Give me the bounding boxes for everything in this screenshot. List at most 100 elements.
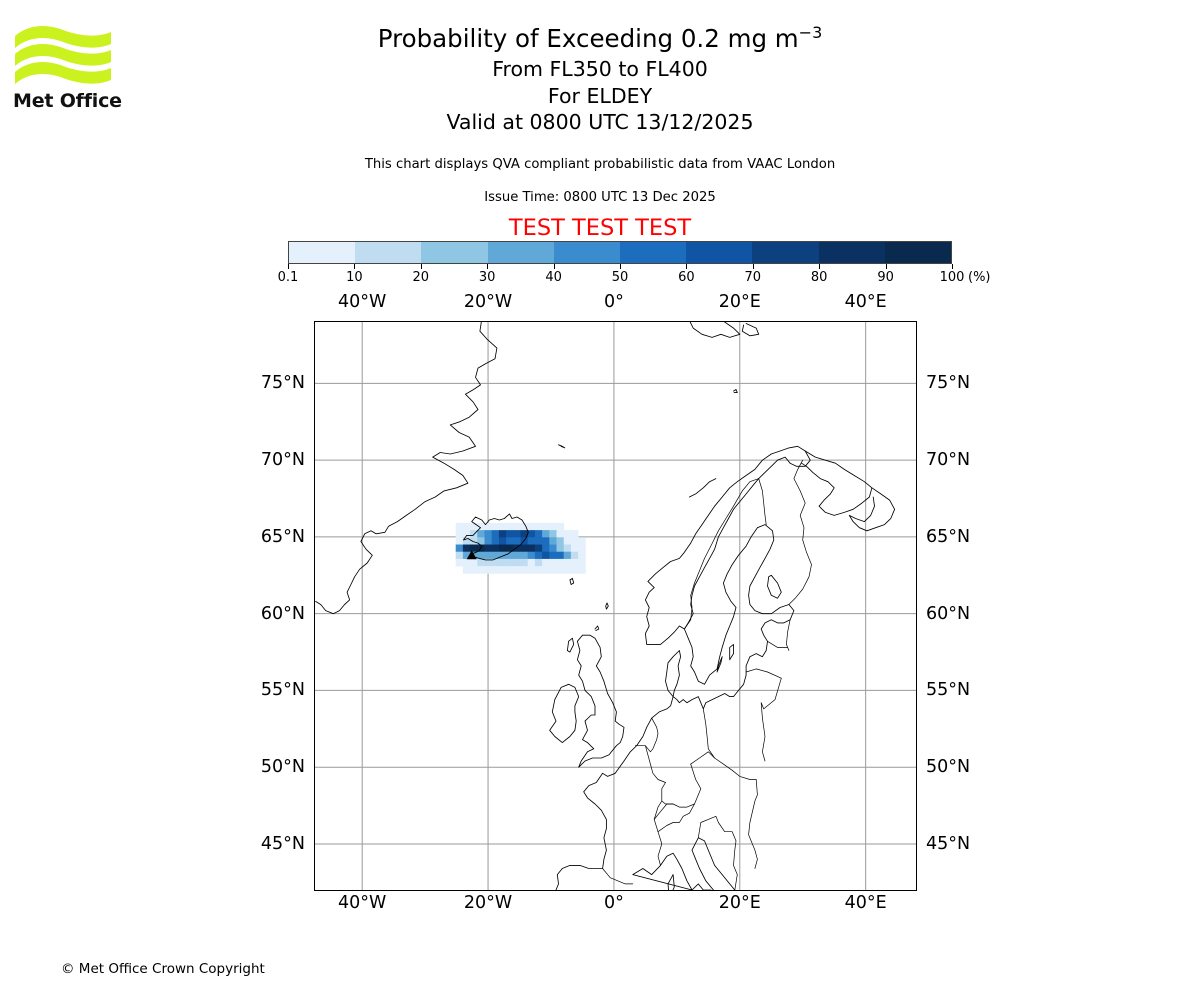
ash-probability-cell (498, 522, 507, 531)
ash-probability-cell (520, 544, 529, 553)
colorbar-tickmark (686, 264, 688, 269)
colorbar-tick-label: 100 (939, 270, 965, 285)
ash-probability-cell (498, 530, 507, 538)
met-office-logo (13, 22, 123, 117)
colorbar-tick-label: 50 (611, 270, 629, 285)
ash-probability-cell (506, 522, 514, 531)
colorbar-tick-label: 60 (678, 270, 695, 285)
coastline-med-n (632, 852, 693, 890)
colorbar-tick-label: 0.1 (277, 270, 299, 285)
ash-probability-cell (534, 566, 543, 574)
lat-tick-label-left: 60°N (260, 603, 305, 624)
ash-probability-cell (491, 551, 500, 560)
ash-probability-cell (506, 544, 514, 553)
border-est-lat (767, 640, 788, 648)
coastline-svalbard-a (689, 322, 741, 338)
colorbar-segment-8 (818, 242, 885, 263)
ash-probability-cell (534, 537, 543, 545)
ash-probability-cell (520, 551, 529, 560)
island-faroe (569, 577, 575, 585)
ash-probability-cell (542, 551, 550, 560)
ash-probability-cell (462, 551, 471, 560)
volcano-triangle-icon (466, 550, 477, 560)
ash-probability-cell (462, 530, 471, 538)
lon-tick-label-top: 20°E (718, 292, 761, 312)
ash-probability-cell (470, 558, 478, 567)
ash-probability-cell (556, 551, 565, 560)
lat-tick-label-right: 70°N (926, 450, 971, 471)
colorbar-segment-9 (884, 242, 952, 263)
ash-probability-cell (484, 530, 493, 538)
border-ger-cz (690, 751, 715, 765)
coastline-svalbard-b (741, 323, 760, 337)
page-title: Probability of Exceeding 0.2 mg m−3 (0, 22, 1200, 56)
coastline-france-w (555, 772, 607, 890)
ash-probability-cell (520, 558, 529, 567)
ash-probability-cell (477, 558, 485, 567)
ash-probability-cell (549, 544, 557, 553)
ash-probability-cell (513, 522, 521, 531)
ash-probability-cell (477, 566, 485, 574)
page-title-text: Probability of Exceeding 0.2 mg m (377, 24, 799, 53)
ash-probability-cell (534, 522, 543, 531)
title-volcano: For ELDEY (547, 83, 653, 108)
colorbar-tickmark (487, 264, 489, 269)
page-title-exponent: −3 (798, 22, 823, 42)
ash-probability-cell (462, 566, 471, 574)
lon-tick-label-bottom: 20°E (718, 893, 761, 913)
ash-probability-cell (556, 537, 565, 545)
coastline-whitesea (848, 487, 896, 532)
ash-probability-cell (455, 537, 464, 545)
ash-probability-cell (477, 544, 485, 553)
title-valid-time: Valid at 0800 UTC 13/12/2025 (446, 110, 754, 134)
ash-probability-cell (542, 558, 550, 567)
colorbar-segment-0 (289, 242, 356, 263)
ash-probability-cell (491, 558, 500, 567)
ash-probability-cell (455, 544, 464, 553)
border-nor-swe (684, 478, 760, 630)
ash-probability-cell (556, 544, 565, 553)
colorbar-tickmark (553, 264, 555, 269)
issue-time: Issue Time: 0800 UTC 13 Dec 2025 (484, 190, 716, 205)
colorbar-segment-3 (487, 242, 554, 263)
ash-probability-cell (462, 558, 471, 567)
ash-probability-cell (455, 522, 464, 531)
map-canvas (315, 322, 916, 890)
ash-probability-cell (570, 544, 579, 553)
colorbar-ticks: 0.1 10 20 30 40 50 60 70 80 90 100 (278, 264, 964, 285)
ash-probability-cell (534, 544, 543, 553)
ash-probability-cell (498, 544, 507, 553)
border-ger-fr (661, 763, 702, 808)
ash-probability-cell (578, 537, 586, 545)
colorbar-tickmark (354, 264, 356, 269)
ash-probability-cell (477, 551, 485, 560)
ash-probability-cell (520, 522, 529, 531)
border-pol-ger (702, 708, 757, 780)
ash-probability-cell (506, 566, 514, 574)
copyright-notice: © Met Office Crown Copyright (61, 961, 265, 977)
ash-probability-cell (527, 537, 536, 545)
colorbar-tick-label: 70 (744, 270, 762, 285)
chart-title-block: Probability of Exceeding 0.2 mg m−3 From… (0, 22, 1200, 136)
ash-probability-cell (570, 558, 579, 567)
coastline-ireland (549, 683, 580, 744)
ash-probability-cell (520, 537, 529, 545)
lat-tick-label-left: 70°N (260, 450, 305, 471)
ash-probability-cell (477, 522, 485, 531)
ash-probability-cell (513, 551, 521, 560)
ash-probability-cell (570, 530, 579, 538)
colorbar-segment-7 (752, 242, 819, 263)
map-panel[interactable] (314, 321, 917, 891)
coastline-norway-w (644, 445, 811, 645)
qva-note: This chart displays QVA compliant probab… (364, 157, 836, 172)
coastline-denmark (665, 650, 682, 698)
ash-probability-cell (484, 558, 493, 567)
ash-probability-cell (470, 537, 478, 545)
ash-probability-cell (527, 544, 536, 553)
ash-probability-cell (484, 537, 493, 545)
border-fr-es (602, 868, 634, 885)
ash-probability-cell (527, 530, 536, 538)
ash-probability-cell (570, 551, 579, 560)
border-rus-est (786, 619, 791, 651)
colorbar-unit-label: (%) (968, 270, 991, 285)
